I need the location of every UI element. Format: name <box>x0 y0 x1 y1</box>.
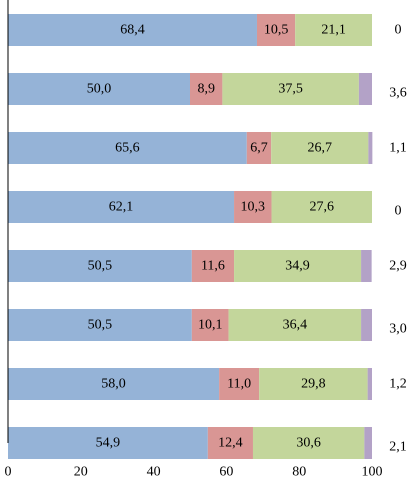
bar-segment <box>259 368 368 400</box>
bar-segment <box>234 250 362 282</box>
x-tick-labels: 0 20 40 60 80 100 <box>5 465 383 480</box>
bar-segment <box>256 14 296 46</box>
x-tick-label: 40 <box>147 465 161 480</box>
data-label: 58,0 <box>101 377 126 392</box>
data-label: 0 <box>395 204 402 219</box>
bar-segment <box>246 132 272 164</box>
bar-segment <box>228 309 362 341</box>
data-label: 36,4 <box>283 318 308 333</box>
bar-segment <box>234 191 272 223</box>
x-tick-label: 60 <box>219 465 233 480</box>
bar-segment <box>8 14 257 46</box>
x-tick-label: 0 <box>5 465 12 480</box>
data-label: 37,5 <box>278 82 303 97</box>
bar-segment <box>8 309 192 341</box>
bar-segment <box>364 427 372 459</box>
data-label: 27,6 <box>310 200 335 215</box>
bar-segment <box>8 73 190 105</box>
data-label: 11,0 <box>227 377 251 392</box>
data-label: 10,3 <box>241 200 266 215</box>
data-label: 54,9 <box>96 436 121 451</box>
data-label: 34,9 <box>285 259 310 274</box>
data-label: 8,9 <box>197 82 215 97</box>
data-label: 26,7 <box>308 141 333 156</box>
bar-segment <box>8 191 235 223</box>
data-label: 2,9 <box>389 259 407 274</box>
data-label: 6,7 <box>250 141 268 156</box>
x-tick-label: 20 <box>74 465 88 480</box>
bar-segment <box>368 132 373 164</box>
bar-segment <box>191 309 229 341</box>
data-label: 2,1 <box>389 440 407 455</box>
bar-segment <box>361 250 372 282</box>
data-label: 10,1 <box>198 318 223 333</box>
data-label: 50,5 <box>88 259 113 274</box>
data-label: 65,6 <box>115 141 140 156</box>
data-label: 62,1 <box>109 200 134 215</box>
x-tick-label: 80 <box>292 465 306 480</box>
bar-segment <box>191 250 235 282</box>
bar-segment <box>219 368 260 400</box>
data-label: 1,1 <box>389 141 407 156</box>
data-labels: 68,4 10,5 21,1 0 50,0 8,9 37,5 3,6 65,6 6,7 26,7 1,… <box>87 23 407 455</box>
data-label: 50,5 <box>88 318 113 333</box>
bar-segment <box>358 73 372 105</box>
bar-segment <box>8 368 220 400</box>
bar-segment <box>8 132 247 164</box>
data-label: 68,4 <box>120 23 145 38</box>
data-label: 21,1 <box>321 23 346 38</box>
data-label: 11,6 <box>201 259 225 274</box>
bar-segment <box>361 309 372 341</box>
bar-segment <box>222 73 359 105</box>
bar-segment <box>190 73 223 105</box>
bar-segment <box>367 368 372 400</box>
data-label: 3,0 <box>389 322 407 337</box>
bar-segment <box>8 250 192 282</box>
bar-segment <box>271 132 369 164</box>
data-label: 50,0 <box>87 82 112 97</box>
data-label: 0 <box>395 23 402 38</box>
data-label: 12,4 <box>218 436 243 451</box>
bar-segment <box>271 191 372 223</box>
bar-segment <box>252 427 365 459</box>
data-label: 3,6 <box>389 86 407 101</box>
data-label: 1,2 <box>389 377 407 392</box>
bar-segment <box>207 427 253 459</box>
bar-segment <box>295 14 372 46</box>
data-label: 29,8 <box>301 377 326 392</box>
bar-area <box>8 14 373 459</box>
bar-segment <box>8 427 208 459</box>
data-label: 10,5 <box>264 23 289 38</box>
x-tick-label: 100 <box>362 465 383 480</box>
data-label: 30,6 <box>296 436 321 451</box>
